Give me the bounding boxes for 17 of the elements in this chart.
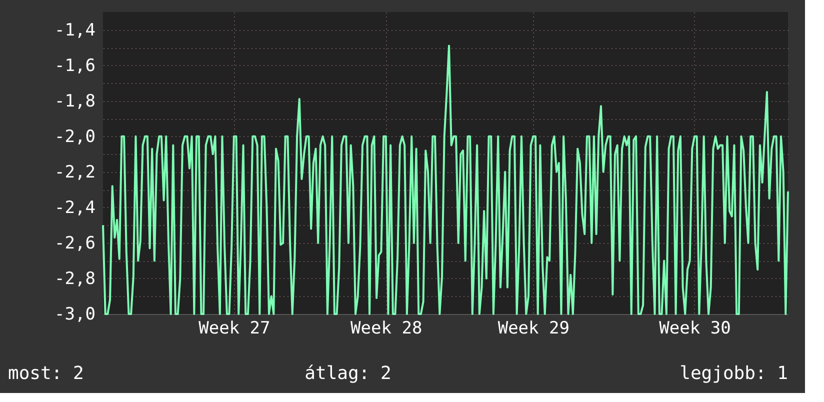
text: most: 2 [8, 363, 84, 384]
line-series [102, 44, 789, 315]
x-tick-label: Week 30 [659, 318, 731, 338]
text: átlag: 2 [304, 363, 392, 384]
y-tick-label: -2,4 [54, 198, 96, 218]
x-tick-label: Week 29 [498, 318, 570, 338]
y-tick-label: -1,6 [54, 56, 96, 76]
y-tick-label: -2,0 [54, 126, 96, 147]
y-tick-label: -3,0 [54, 304, 96, 324]
y-tick-label: -2,8 [54, 268, 96, 289]
y-tick-label: -2,6 [54, 233, 96, 254]
x-tick-label: Week 28 [350, 318, 422, 338]
text: legjobb: 1 [680, 363, 788, 384]
x-tick-label: Week 27 [198, 318, 270, 338]
y-tick-label: -1,8 [54, 91, 96, 112]
y-tick-label: -1,4 [54, 20, 96, 40]
y-tick-label: -2,2 [54, 162, 96, 182]
